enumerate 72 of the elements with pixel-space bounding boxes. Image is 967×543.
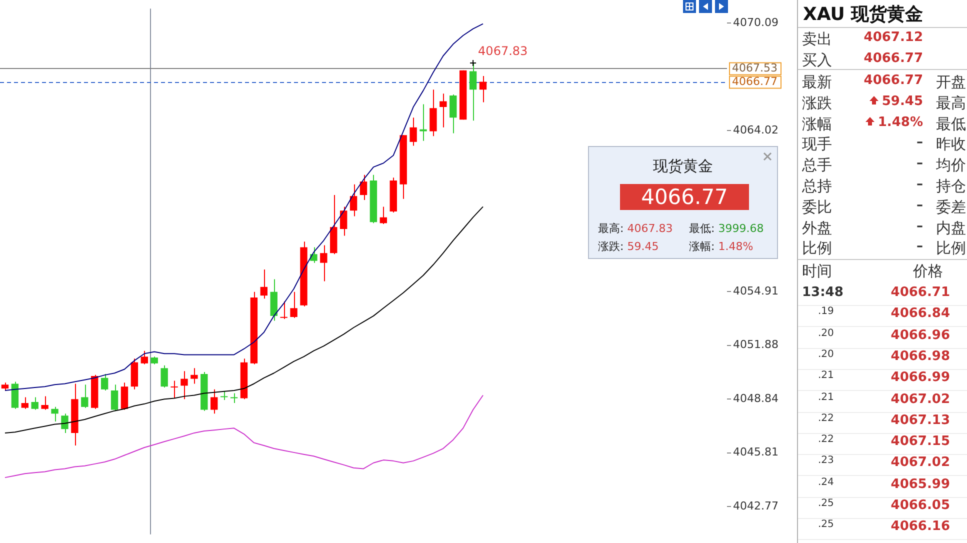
candlestick [360, 174, 368, 200]
text: .25 4066.05 [818, 498, 950, 513]
text: 现手 – 昨收 [802, 135, 966, 154]
text: 外盘 – 内盘 [802, 218, 966, 237]
text: 比例 – 比例 [802, 239, 966, 258]
candlestick [430, 89, 437, 137]
candlestick [120, 382, 128, 410]
text: .21 4066.99 [818, 370, 950, 386]
candlestick [170, 380, 178, 399]
text: .19 4066.84 [818, 306, 950, 322]
candlestick [110, 384, 118, 412]
annotation: 最高: 4067.83 [598, 222, 673, 235]
y-tick-label: 4051.88 [733, 338, 778, 352]
candlestick [260, 269, 268, 300]
candlestick [160, 364, 168, 388]
y-tick-label: 4045.81 [733, 446, 778, 459]
candlestick [100, 374, 108, 391]
candlestick [380, 206, 388, 225]
text: 最新 4066.77 开盘 [802, 73, 966, 91]
text: 13:48 4066.71 [802, 285, 950, 300]
candlestick [180, 370, 188, 400]
text: XAU 现货黄金 [803, 3, 924, 26]
text: 委比 – 委差 [802, 198, 966, 216]
candlestick [450, 94, 457, 134]
y-tick-label: 4064.02 [733, 123, 778, 136]
y-tick-label: 4054.91 [733, 284, 778, 298]
text: 卖出 4067.12 [802, 30, 923, 48]
text: 买入 4066.77 [802, 51, 923, 69]
annotation: 最低: 3999.68 [689, 222, 764, 235]
candlestick [479, 76, 487, 103]
annotation: 涨跌: 59.45 [598, 240, 659, 253]
candlestick [340, 206, 348, 236]
candlestick [280, 300, 288, 320]
candlestick [41, 396, 48, 410]
text: .23 4067.02 [818, 455, 950, 470]
candlestick [140, 350, 148, 365]
candlestick [190, 368, 198, 384]
candlestick [51, 406, 58, 422]
candlestick [440, 93, 447, 128]
text: .24 4065.99 [818, 476, 950, 492]
candlestick [61, 413, 68, 434]
text: 涨跌 59.45 最高 [802, 94, 966, 112]
candlestick [310, 246, 318, 264]
candlestick [290, 291, 298, 318]
text: .20 4066.98 [818, 348, 950, 364]
y-tick-label: 4042.77 [733, 499, 778, 512]
text: .21 4067.02 [818, 392, 950, 406]
candlestick [230, 392, 238, 404]
text: 时间 价格 [802, 262, 943, 280]
candlestick [420, 104, 427, 142]
text: 涨幅 1.48% 最低 [802, 114, 966, 133]
ref-line-label: 4067.53 [732, 62, 778, 75]
text: .25 4066.16 [818, 519, 950, 534]
candlestick [81, 384, 88, 408]
candlestick [31, 396, 38, 410]
y-tick-label: 4048.84 [733, 392, 778, 406]
annotation: 现货黄金 [652, 157, 714, 176]
text: 总手 – 均价 [802, 156, 966, 174]
candlestick [350, 184, 358, 217]
text: .22 4067.15 [818, 434, 950, 450]
text: 总持 – 持仓 [802, 177, 966, 195]
candlestick [210, 388, 218, 414]
candlestick [320, 244, 328, 282]
text: .22 4067.13 [818, 412, 950, 428]
candlestick [410, 117, 417, 146]
ref-line-label: 4066.77 [732, 75, 778, 88]
y-tick-label: 4070.09 [733, 16, 778, 29]
annotation: 4066.77 [620, 184, 749, 210]
annotation: 涨幅: 1.48% [689, 240, 754, 253]
annotation: 4067.83 [478, 44, 528, 58]
text: .20 4066.96 [818, 328, 950, 343]
candlestick [21, 396, 28, 410]
